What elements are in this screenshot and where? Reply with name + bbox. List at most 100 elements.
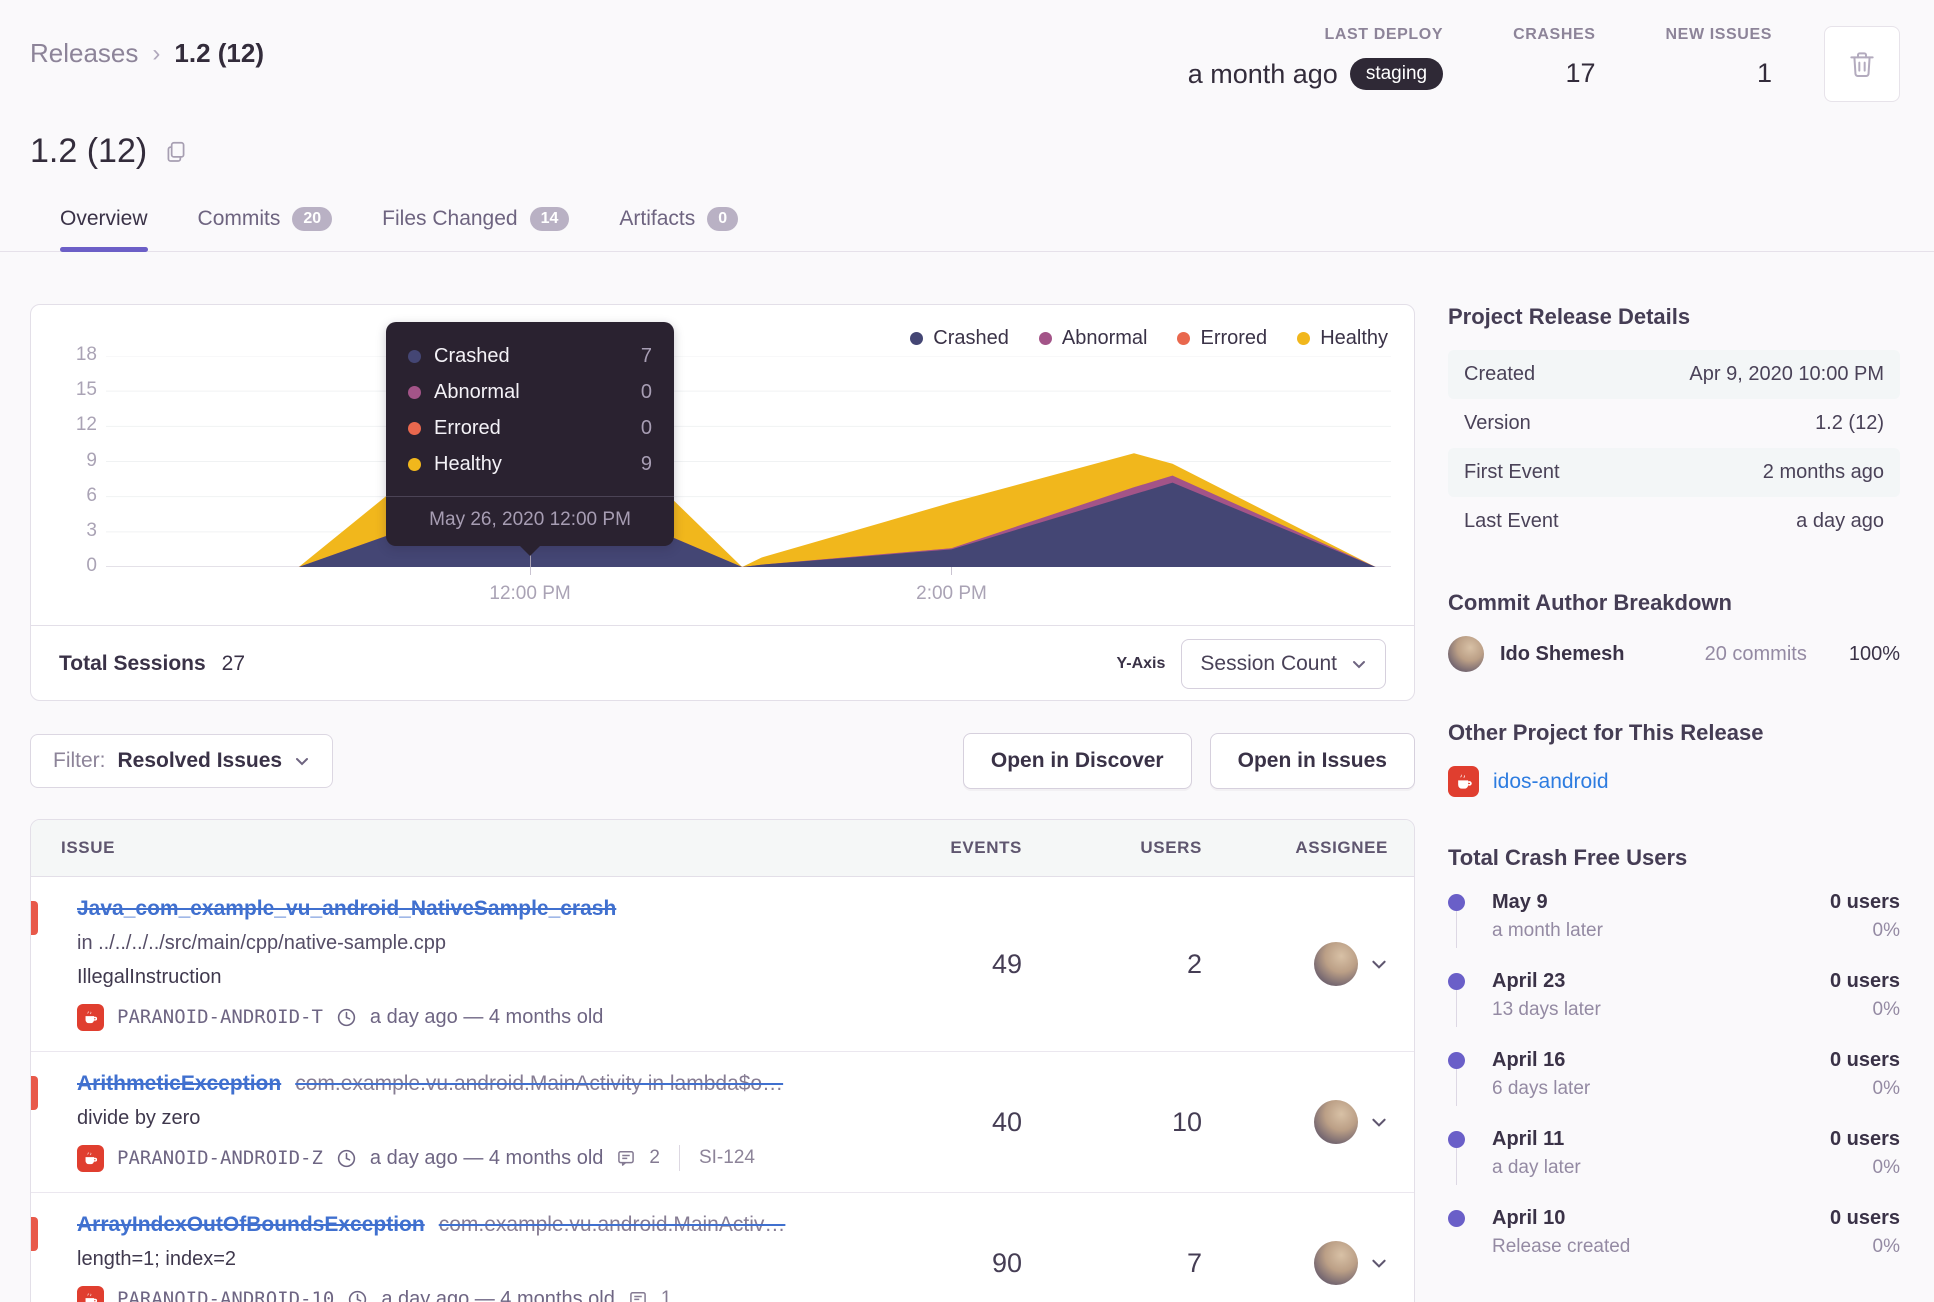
crashed-dot-icon (910, 332, 924, 345)
crash-free-entry: April 11 a day later 0 users 0% (1448, 1128, 1900, 1207)
delete-release-button[interactable] (1824, 26, 1900, 102)
stat-label: NEW ISSUES (1665, 26, 1772, 43)
project-slug[interactable]: PARANOID-ANDROID-10 (117, 1288, 335, 1302)
stat-crashes: CRASHES 17 (1513, 26, 1595, 89)
comment-icon (629, 1292, 646, 1302)
issue-row: Java_com_example_vu_android_NativeSample… (31, 877, 1414, 1052)
assignee-dropdown[interactable] (1202, 895, 1388, 1033)
java-platform-icon (1448, 766, 1479, 797)
issue-users-count: 10 (1171, 1106, 1202, 1137)
detail-row: Last Event a day ago (1464, 510, 1884, 532)
breadcrumb-current: 1.2 (12) (174, 38, 265, 68)
timeline-dot-icon (1448, 1131, 1465, 1148)
chevron-down-icon (296, 758, 309, 766)
issue-users-count: 7 (1186, 1247, 1202, 1278)
commit-author-row: Ido Shemesh 20 commits 100% (1448, 636, 1900, 672)
tooltip-row: Crashed 7 (408, 338, 652, 374)
author-name: Ido Shemesh (1500, 642, 1625, 665)
issue-events-count: 90 (991, 1247, 1022, 1278)
issues-table: ISSUE EVENTS USERS ASSIGNEE Java_com_exa… (30, 819, 1415, 1302)
stat-label: CRASHES (1513, 26, 1596, 43)
author-commit-count: 20 commits (1704, 642, 1807, 665)
section-heading: Project Release Details (1448, 304, 1691, 329)
new-issues-value: 1 (1756, 58, 1772, 88)
yaxis-select[interactable]: Session Count (1181, 638, 1386, 689)
clock-icon (337, 1008, 356, 1026)
copy-version-button[interactable] (163, 139, 189, 165)
section-heading: Total Crash Free Users (1448, 845, 1688, 870)
tab-artifacts[interactable]: Artifacts 0 (619, 207, 739, 251)
other-project-link[interactable]: idos-android (1493, 769, 1609, 793)
external-issue-ref[interactable]: SI-124 (698, 1147, 755, 1168)
detail-row: Created Apr 9, 2020 10:00 PM (1448, 350, 1900, 399)
issue-age: a day ago — 4 months old (381, 1287, 615, 1302)
timeline-dot-icon (1448, 973, 1465, 990)
chart-tooltip: Crashed 7 Abnormal 0 Errored (386, 322, 675, 556)
crashed-dot-icon (408, 349, 422, 363)
project-slug[interactable]: PARANOID-ANDROID-T (117, 1006, 323, 1028)
issue-row: ArrayIndexOutOfBoundsException com.exampl… (31, 1193, 1414, 1302)
timeline-dot-icon (1448, 894, 1465, 911)
timeline-dot-icon (1448, 1052, 1465, 1069)
chevron-down-icon (1372, 1118, 1386, 1127)
stat-label: LAST DEPLOY (1324, 26, 1444, 43)
tab-files-changed[interactable]: Files Changed 14 (382, 207, 570, 251)
clock-icon (337, 1149, 356, 1167)
issue-filter-dropdown[interactable]: Filter: Resolved Issues (30, 734, 334, 788)
chevron-down-icon (1372, 1259, 1386, 1268)
total-sessions-value: 27 (221, 651, 246, 675)
issue-message: length=1; index=2 (77, 1248, 237, 1270)
tooltip-row: Healthy 9 (408, 446, 652, 482)
commit-author-section: Commit Author Breakdown Ido Shemesh 20 c… (1448, 590, 1900, 672)
clock-icon (349, 1290, 367, 1302)
error-level-indicator (31, 1217, 38, 1251)
issue-age: a day ago — 4 months old (369, 1005, 604, 1028)
issue-culprit: in ../../../../src/main/cpp/native-sampl… (77, 932, 447, 954)
crash-free-entry: April 16 6 days later 0 users 0% (1448, 1049, 1900, 1128)
issue-message: IllegalInstruction (77, 966, 222, 988)
tab-overview[interactable]: Overview (60, 207, 148, 252)
detail-row: First Event 2 months ago (1448, 448, 1900, 497)
page-header: Releases › 1.2 (12) LAST DEPLOY a month … (0, 0, 1934, 252)
sessions-area-chart[interactable]: 0 3 6 9 12 15 18 Crashed Abnormal (31, 305, 1414, 625)
issue-title-link[interactable]: ArithmeticException com.example.vu.androi… (77, 1072, 784, 1095)
legend-item-crashed[interactable]: Crashed (910, 327, 1009, 350)
crashes-value: 17 (1565, 58, 1596, 88)
trash-icon (1850, 52, 1874, 78)
copy-icon (167, 141, 185, 162)
legend-item-errored[interactable]: Errored (1177, 327, 1267, 350)
issue-title-link[interactable]: Java_com_example_vu_android_NativeSample… (77, 897, 617, 920)
chevron-right-icon: › (152, 39, 161, 67)
last-deploy-value: a month ago (1187, 58, 1338, 89)
open-in-discover-button[interactable]: Open in Discover (962, 733, 1192, 789)
sessions-chart-card: 0 3 6 9 12 15 18 Crashed Abnormal (30, 304, 1415, 701)
open-in-issues-button[interactable]: Open in Issues (1209, 733, 1415, 789)
assignee-dropdown[interactable] (1202, 1070, 1388, 1174)
issue-message: divide by zero (77, 1107, 201, 1129)
error-level-indicator (31, 1076, 38, 1110)
stacked-area-plot (106, 356, 1391, 567)
tab-count-badge: 20 (292, 207, 333, 231)
breadcrumb-releases-link[interactable]: Releases (30, 38, 139, 68)
legend-item-healthy[interactable]: Healthy (1297, 327, 1388, 350)
tab-count-badge: 14 (529, 207, 570, 231)
assignee-avatar (1314, 942, 1358, 986)
assignee-dropdown[interactable] (1202, 1211, 1388, 1302)
author-percent: 100% (1848, 642, 1900, 665)
other-project-link-row[interactable]: idos-android (1448, 766, 1900, 797)
chevron-down-icon (1372, 960, 1386, 969)
issue-title-link[interactable]: ArrayIndexOutOfBoundsException com.exampl… (77, 1213, 786, 1236)
comment-count: 1 (660, 1288, 672, 1302)
project-slug[interactable]: PARANOID-ANDROID-Z (117, 1147, 323, 1169)
java-platform-icon (77, 1003, 104, 1031)
total-sessions-label: Total Sessions (59, 651, 206, 675)
tooltip-connector-line (530, 551, 532, 567)
errored-dot-icon (408, 421, 422, 435)
page-title: 1.2 (12) (30, 132, 148, 170)
tab-commits[interactable]: Commits 20 (198, 207, 333, 251)
legend-item-abnormal[interactable]: Abnormal (1038, 327, 1147, 350)
tab-count-badge: 0 (707, 207, 739, 231)
issue-events-count: 49 (991, 948, 1022, 979)
